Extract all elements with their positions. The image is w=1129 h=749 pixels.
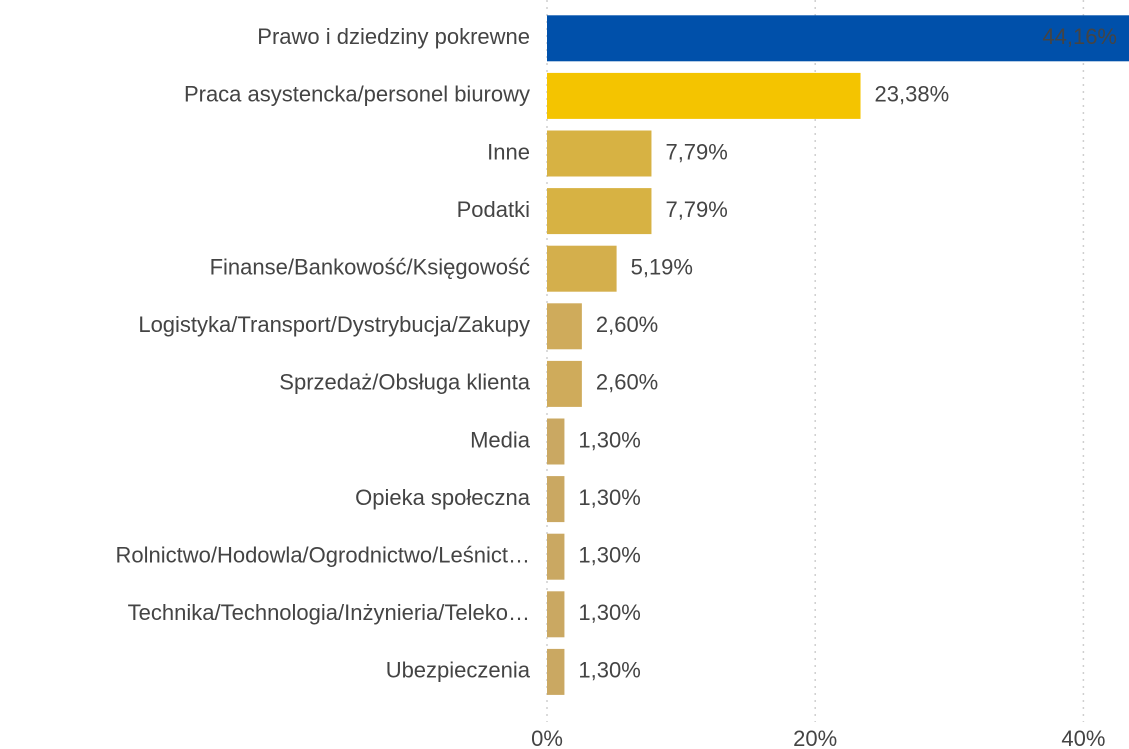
x-tick-label: 0% xyxy=(531,726,563,749)
bar xyxy=(547,360,582,407)
category-label: Ubezpieczenia xyxy=(386,658,531,683)
bar xyxy=(547,130,652,177)
category-label: Rolnictwo/Hodowla/Ogrodnictwo/Leśnict… xyxy=(115,543,530,568)
value-label: 7,79% xyxy=(665,197,727,222)
bar xyxy=(547,476,565,523)
value-label: 7,79% xyxy=(665,139,727,164)
grid-layer xyxy=(546,0,1085,722)
value-label: 1,30% xyxy=(578,427,640,452)
value-label: 5,19% xyxy=(631,255,693,280)
value-label: 2,60% xyxy=(596,370,658,395)
category-label: Praca asystencka/personel biurowy xyxy=(184,82,530,107)
bar xyxy=(547,72,861,119)
category-label: Technika/Technologia/Inżynieria/Teleko… xyxy=(128,600,530,625)
category-label: Finanse/Bankowość/Księgowość xyxy=(210,255,530,280)
category-label: Media xyxy=(470,427,531,452)
bar xyxy=(547,245,617,292)
category-label: Logistyka/Transport/Dystrybucja/Zakupy xyxy=(138,312,530,337)
category-label: Podatki xyxy=(457,197,530,222)
bar xyxy=(547,188,652,235)
bar xyxy=(547,648,565,695)
bar xyxy=(547,15,1129,62)
category-label: Inne xyxy=(487,139,530,164)
x-tick-label: 40% xyxy=(1061,726,1105,749)
bar xyxy=(547,533,565,580)
category-label: Sprzedaż/Obsługa klienta xyxy=(279,370,530,395)
value-label: 1,30% xyxy=(578,600,640,625)
value-label: 1,30% xyxy=(578,543,640,568)
value-label: 23,38% xyxy=(875,82,950,107)
bar xyxy=(547,303,582,350)
value-label: 2,60% xyxy=(596,312,658,337)
value-label: 44,16% xyxy=(1042,24,1117,49)
x-tick-label: 20% xyxy=(793,726,837,749)
value-label: 1,30% xyxy=(578,485,640,510)
value-label: 1,30% xyxy=(578,658,640,683)
category-label: Opieka społeczna xyxy=(355,485,531,510)
bar xyxy=(547,418,565,465)
bar xyxy=(547,591,565,638)
category-label: Prawo i dziedziny pokrewne xyxy=(257,24,530,49)
